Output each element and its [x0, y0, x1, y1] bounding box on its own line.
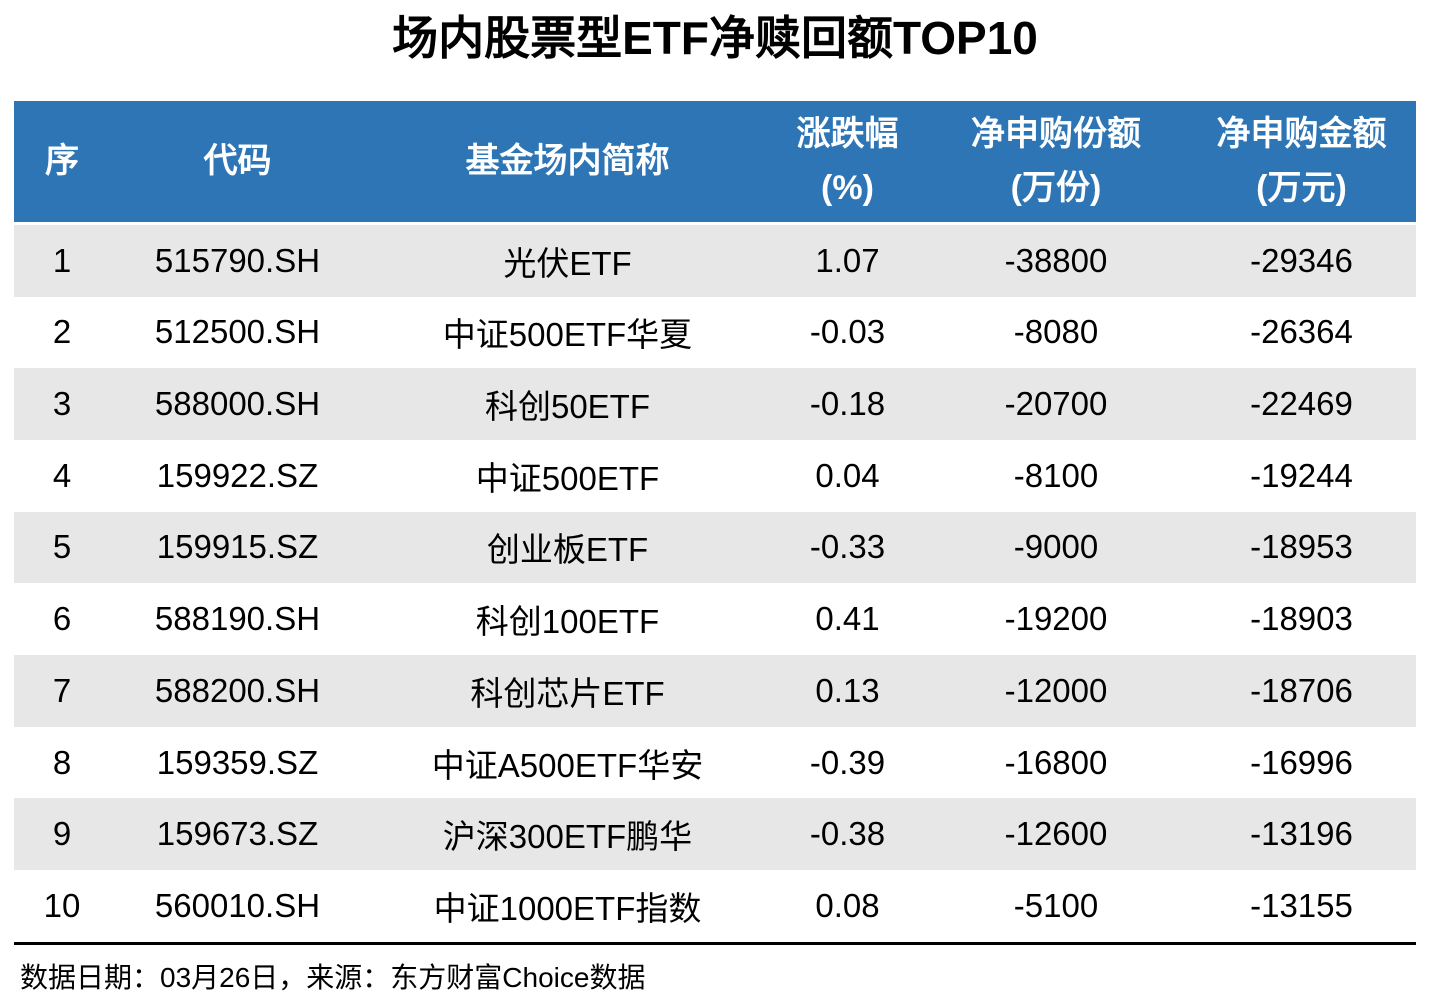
cell-fund-name: 光伏ETF	[365, 223, 770, 297]
column-header-net-shares: 净申购份额 (万份)	[925, 100, 1187, 225]
cell-net-shares: -20700	[925, 368, 1187, 440]
cell-change-pct: 0.08	[770, 870, 925, 942]
column-header-unit: (万份)	[1010, 169, 1102, 208]
cell-net-shares: -8100	[925, 439, 1187, 512]
cell-net-shares: -9000	[925, 511, 1187, 584]
cell-code: 159915.SZ	[110, 511, 365, 584]
cell-rank: 7	[14, 655, 110, 727]
cell-change-pct: 0.13	[770, 655, 925, 727]
cell-net-amount: -18953	[1187, 511, 1416, 584]
cell-fund-name: 创业板ETF	[365, 511, 770, 584]
table-row: 10 560010.SH 中证1000ETF指数 0.08 -5100 -131…	[14, 870, 1416, 942]
table-row: 5 159915.SZ 创业板ETF -0.33 -9000 -18953	[14, 511, 1416, 584]
cell-code: 159673.SZ	[110, 798, 365, 871]
cell-code: 560010.SH	[110, 870, 365, 942]
cell-net-shares: -8080	[925, 296, 1187, 369]
column-header-label: 代码	[203, 142, 272, 181]
cell-net-shares: -19200	[925, 583, 1187, 656]
cell-change-pct: -0.39	[770, 726, 925, 799]
column-header-net-amount: 净申购金额 (万元)	[1187, 100, 1416, 225]
column-header-change-pct: 涨跌幅 (%)	[770, 100, 925, 225]
cell-net-shares: -38800	[925, 223, 1187, 297]
cell-net-amount: -26364	[1187, 296, 1416, 369]
cell-fund-name: 中证1000ETF指数	[365, 870, 770, 942]
table-row: 8 159359.SZ 中证A500ETF华安 -0.39 -16800 -16…	[14, 726, 1416, 799]
data-source-note: 数据日期：03月26日，来源：东方财富Choice数据	[14, 941, 1416, 996]
table-row: 7 588200.SH 科创芯片ETF 0.13 -12000 -18706	[14, 655, 1416, 727]
cell-rank: 1	[14, 223, 110, 297]
cell-change-pct: -0.33	[770, 511, 925, 584]
cell-change-pct: -0.18	[770, 368, 925, 440]
cell-fund-name: 沪深300ETF鹏华	[365, 798, 770, 871]
cell-code: 512500.SH	[110, 296, 365, 369]
cell-code: 588190.SH	[110, 583, 365, 656]
cell-fund-name: 科创芯片ETF	[365, 655, 770, 727]
table-header: 序 代码 基金场内简称 涨跌幅 (%) 净申购份额 (万份)	[14, 100, 1416, 225]
cell-change-pct: 0.04	[770, 439, 925, 512]
cell-code: 588200.SH	[110, 655, 365, 727]
cell-net-shares: -12600	[925, 798, 1187, 871]
etf-redemption-table: 序 代码 基金场内简称 涨跌幅 (%) 净申购份额 (万份)	[14, 100, 1416, 942]
column-header-code: 代码	[110, 100, 365, 225]
cell-rank: 9	[14, 798, 110, 871]
cell-rank: 6	[14, 583, 110, 656]
cell-rank: 4	[14, 439, 110, 512]
column-header-unit: (%)	[821, 169, 874, 208]
cell-change-pct: 1.07	[770, 223, 925, 297]
cell-net-amount: -13155	[1187, 870, 1416, 942]
column-header-label: 净申购份额	[971, 115, 1141, 154]
cell-net-amount: -18903	[1187, 583, 1416, 656]
column-header-unit: (万元)	[1256, 169, 1347, 208]
cell-net-amount: -18706	[1187, 655, 1416, 727]
page-title: 场内股票型ETF净赎回额TOP10	[392, 12, 1038, 64]
cell-code: 515790.SH	[110, 223, 365, 297]
table-header-row: 序 代码 基金场内简称 涨跌幅 (%) 净申购份额 (万份)	[14, 100, 1416, 225]
cell-code: 159359.SZ	[110, 726, 365, 799]
column-header-label: 序	[45, 142, 79, 181]
cell-fund-name: 中证500ETF华夏	[365, 296, 770, 369]
cell-rank: 5	[14, 511, 110, 584]
data-source-text: 数据日期：03月26日，来源：东方财富Choice数据	[20, 961, 646, 993]
table-row: 9 159673.SZ 沪深300ETF鹏华 -0.38 -12600 -131…	[14, 798, 1416, 871]
cell-net-shares: -16800	[925, 726, 1187, 799]
cell-net-amount: -19244	[1187, 439, 1416, 512]
cell-change-pct: 0.41	[770, 583, 925, 656]
cell-net-shares: -5100	[925, 870, 1187, 942]
cell-net-amount: -13196	[1187, 798, 1416, 871]
cell-fund-name: 中证500ETF	[365, 439, 770, 512]
column-header-fund-name: 基金场内简称	[365, 100, 770, 225]
table-row: 2 512500.SH 中证500ETF华夏 -0.03 -8080 -2636…	[14, 296, 1416, 369]
cell-net-amount: -29346	[1187, 223, 1416, 297]
table-body: 1 515790.SH 光伏ETF 1.07 -38800 -29346 2 5…	[14, 223, 1416, 942]
cell-rank: 2	[14, 296, 110, 369]
cell-rank: 8	[14, 726, 110, 799]
table-row: 6 588190.SH 科创100ETF 0.41 -19200 -18903	[14, 583, 1416, 656]
cell-net-amount: -22469	[1187, 368, 1416, 440]
cell-fund-name: 中证A500ETF华安	[365, 726, 770, 799]
cell-code: 588000.SH	[110, 368, 365, 440]
table-row: 3 588000.SH 科创50ETF -0.18 -20700 -22469	[14, 368, 1416, 440]
cell-rank: 10	[14, 870, 110, 942]
cell-change-pct: -0.38	[770, 798, 925, 871]
column-header-rank: 序	[14, 100, 110, 225]
cell-net-amount: -16996	[1187, 726, 1416, 799]
cell-code: 159922.SZ	[110, 439, 365, 512]
cell-rank: 3	[14, 368, 110, 440]
table-row: 4 159922.SZ 中证500ETF 0.04 -8100 -19244	[14, 439, 1416, 512]
cell-fund-name: 科创100ETF	[365, 583, 770, 656]
column-header-label: 涨跌幅	[796, 115, 899, 154]
column-header-label: 净申购金额	[1216, 115, 1387, 154]
column-header-label: 基金场内简称	[465, 142, 670, 181]
table-row: 1 515790.SH 光伏ETF 1.07 -38800 -29346	[14, 223, 1416, 297]
cell-net-shares: -12000	[925, 655, 1187, 727]
cell-fund-name: 科创50ETF	[365, 368, 770, 440]
cell-change-pct: -0.03	[770, 296, 925, 369]
